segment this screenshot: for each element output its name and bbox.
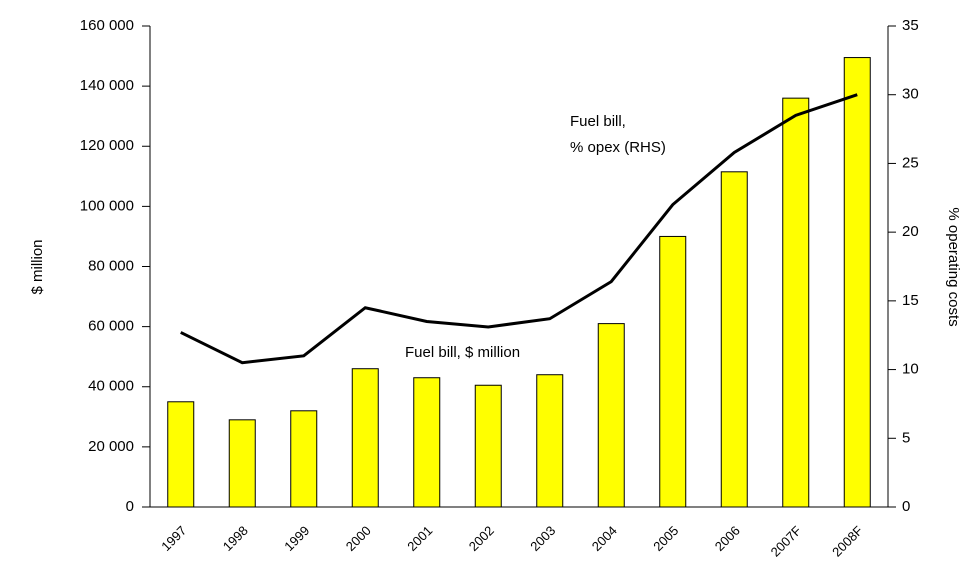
x-tick-label: 2007F [768,523,805,560]
line [180,93,858,365]
y-tick-label: 0 [126,498,134,515]
y-tick-label: 40 000 [88,378,134,395]
bar [290,410,318,508]
y2-tick-label: 10 [902,361,919,378]
x-tick-label: 2005 [650,523,681,554]
bar [413,377,441,508]
bar [167,401,195,508]
y2-tick-label: 30 [902,86,919,103]
y-tick-label: 20 000 [88,438,134,455]
y2-tick-label: 25 [902,154,919,171]
bar [351,368,379,508]
x-tick-label: 1999 [281,523,312,554]
y-tick-label: 140 000 [80,77,134,94]
bar [720,171,748,508]
y-tick-label: 60 000 [88,318,134,335]
x-tick-label: 2003 [527,523,558,554]
bar [659,235,687,508]
x-tick-label: 2002 [466,523,497,554]
annotation: % opex (RHS) [570,139,666,156]
annotation: Fuel bill, [570,113,626,130]
x-tick-label: 1997 [158,523,189,554]
y2-tick-label: 5 [902,429,910,446]
y-tick-label: 160 000 [80,17,134,34]
bar [228,419,256,508]
y2-tick-label: 15 [902,292,919,309]
x-tick-label: 2008F [829,523,866,560]
x-tick-label: 2006 [712,523,743,554]
bar [597,323,625,508]
x-tick-label: 1998 [220,523,251,554]
y-tick-label: 80 000 [88,257,134,274]
bar [782,97,810,508]
y-tick-label: 120 000 [80,137,134,154]
y-tick-label: 100 000 [80,197,134,214]
x-tick-label: 2000 [343,523,374,554]
y-axis-label: $ million [29,239,46,294]
y2-tick-label: 20 [902,223,919,240]
x-tick-label: 2001 [404,523,435,554]
annotation: Fuel bill, $ million [405,344,520,361]
y2-tick-label: 35 [902,17,919,34]
x-tick-label: 2004 [589,523,620,554]
y2-axis-label: % operating costs [945,207,960,326]
bar [843,57,871,508]
bar [536,374,564,508]
y2-tick-label: 0 [902,498,910,515]
bar [474,384,502,508]
